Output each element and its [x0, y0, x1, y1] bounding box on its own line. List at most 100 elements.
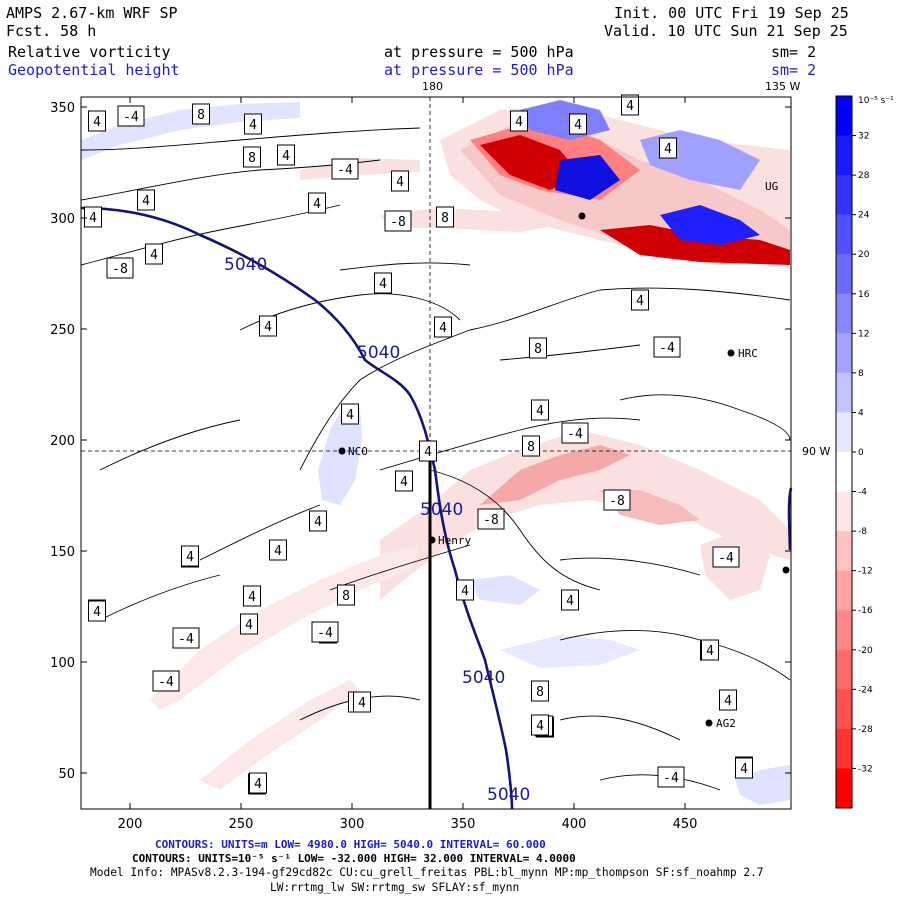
svg-text:4: 4 [282, 149, 290, 164]
svg-text:-4: -4 [123, 110, 139, 125]
svg-text:8: 8 [536, 685, 544, 700]
vorticity-contour-label: 4 [249, 772, 267, 794]
x-tick-label: 200 [118, 817, 143, 832]
colorbar-tick-label: 16 [858, 290, 870, 300]
field-geopotential: Geopotential height [8, 61, 180, 79]
meridian-label-180: 180 [422, 80, 443, 93]
vorticity-contour-label: 4 [137, 189, 155, 211]
colorbar-tick-label: 12 [858, 329, 869, 339]
vorticity-contour-label: 4 [269, 539, 287, 561]
vorticity-contour-label: 4 [259, 315, 277, 337]
colorbar-tick-label: -12 [858, 567, 873, 577]
station-label-hrc: HRC [738, 347, 758, 360]
x-tick-label: 350 [451, 817, 476, 832]
vorticity-contour-label: 8 [529, 337, 547, 359]
svg-text:4: 4 [396, 175, 404, 190]
svg-text:-8: -8 [609, 494, 625, 509]
colorbar-swatch [836, 728, 852, 769]
vorticity-contour-label: -8 [477, 508, 505, 530]
colorbar-unit: 10⁻⁵ s⁻¹ [858, 96, 894, 106]
svg-text:4: 4 [626, 99, 634, 114]
vorticity-contour-label: 4 [621, 94, 639, 116]
vorticity-contour-label: 4 [84, 206, 102, 228]
smoothing-2: sm= 2 [771, 61, 817, 79]
footer-contours-height: CONTOURS: UNITS=m LOW= 4980.0 HIGH= 5040… [155, 838, 546, 851]
station-label-henry: Henry [438, 534, 471, 547]
vorticity-contour-label: 4 [244, 113, 262, 135]
colorbar-tick-label: -32 [858, 764, 873, 774]
svg-text:8: 8 [441, 211, 449, 226]
svg-text:4: 4 [254, 777, 262, 792]
colorbar-swatch [836, 689, 852, 730]
vorticity-contour-label: 4 [309, 510, 327, 532]
vorticity-contour-label: 8 [192, 103, 210, 125]
y-tick-label: 100 [50, 656, 75, 671]
vorticity-contour-label: -4 [657, 766, 685, 788]
svg-text:8: 8 [248, 151, 256, 166]
svg-text:8: 8 [534, 342, 542, 357]
colorbar-swatch [836, 610, 852, 651]
vorticity-contour-label: 4 [434, 316, 452, 338]
vorticity-contour-label: 4 [659, 137, 677, 159]
height-label: 5040 [224, 255, 267, 275]
colorbar-tick-label: -8 [858, 527, 867, 537]
y-tick-label: 200 [50, 434, 75, 449]
svg-text:4: 4 [536, 719, 544, 734]
colorbar-tick-label: -4 [858, 488, 867, 498]
x-tick-label: 450 [673, 817, 698, 832]
footer-physics-info: LW:rrtmg_lw SW:rrtmg_sw SFLAY:sf_mynn [270, 881, 520, 894]
svg-text:4: 4 [461, 584, 469, 599]
colorbar-swatch [836, 254, 852, 295]
svg-text:4: 4 [314, 515, 322, 530]
colorbar-swatch [836, 333, 852, 374]
colorbar-tick-label: 24 [858, 211, 870, 221]
vorticity-contour-label: 4 [569, 113, 587, 135]
vorticity-contour-label: 4 [456, 579, 474, 601]
vorticity-contour-label: -4 [331, 158, 359, 180]
vorticity-contour-label: 4 [277, 144, 295, 166]
station-label-ug: UG [765, 180, 778, 193]
station-label-nco: NCO [348, 445, 368, 458]
height-contours [80, 206, 793, 810]
colorbar-tick-label: 0 [858, 448, 864, 458]
vorticity-contour-label: -8 [603, 489, 631, 511]
vorticity-contour-label: 8 [531, 680, 549, 702]
svg-text:4: 4 [313, 197, 321, 212]
height-label: 5040 [357, 343, 400, 363]
vorticity-contour-label: 4 [391, 170, 409, 192]
vorticity-contour-label: -4 [653, 336, 681, 358]
svg-text:4: 4 [186, 550, 194, 565]
station-markers [338, 212, 790, 727]
svg-text:4: 4 [536, 404, 544, 419]
colorbar-tick-label: -24 [858, 685, 873, 695]
vorticity-contour-label: -4 [117, 105, 145, 127]
colorbar-swatch [836, 452, 852, 493]
colorbar-swatch [836, 293, 852, 334]
smoothing-1: sm= 2 [771, 43, 817, 61]
vorticity-contour-label: 4 [631, 289, 649, 311]
vorticity-contour-label: 4 [308, 192, 326, 214]
vorticity-shading [81, 100, 790, 805]
vorticity-contour-label: -4 [311, 621, 339, 643]
svg-text:-4: -4 [158, 675, 174, 690]
svg-text:4: 4 [379, 277, 387, 292]
colorbar-tick-label: -28 [858, 725, 873, 735]
vorticity-contour-label: 4 [243, 585, 261, 607]
svg-text:4: 4 [740, 762, 748, 777]
colorbar-swatch [836, 531, 852, 572]
vorticity-contour-label: 4 [510, 110, 528, 132]
svg-text:4: 4 [664, 142, 672, 157]
height-label: 5040 [487, 785, 530, 805]
x-tick-label: 300 [340, 817, 365, 832]
svg-text:-4: -4 [178, 632, 194, 647]
footer-contours-vorticity: CONTOURS: UNITS=10⁻⁵ s⁻¹ LOW= -32.000 HI… [132, 852, 576, 865]
svg-text:4: 4 [89, 211, 97, 226]
meridian-label-90w: 90 W [802, 445, 830, 458]
y-tick-label: 250 [50, 323, 75, 338]
y-tick-label: 150 [50, 545, 75, 560]
colorbar-tick-label: 20 [858, 250, 870, 260]
colorbar-swatch [836, 570, 852, 611]
axis-ticks [81, 97, 791, 809]
svg-text:4: 4 [400, 475, 408, 490]
svg-text:4: 4 [439, 321, 447, 336]
